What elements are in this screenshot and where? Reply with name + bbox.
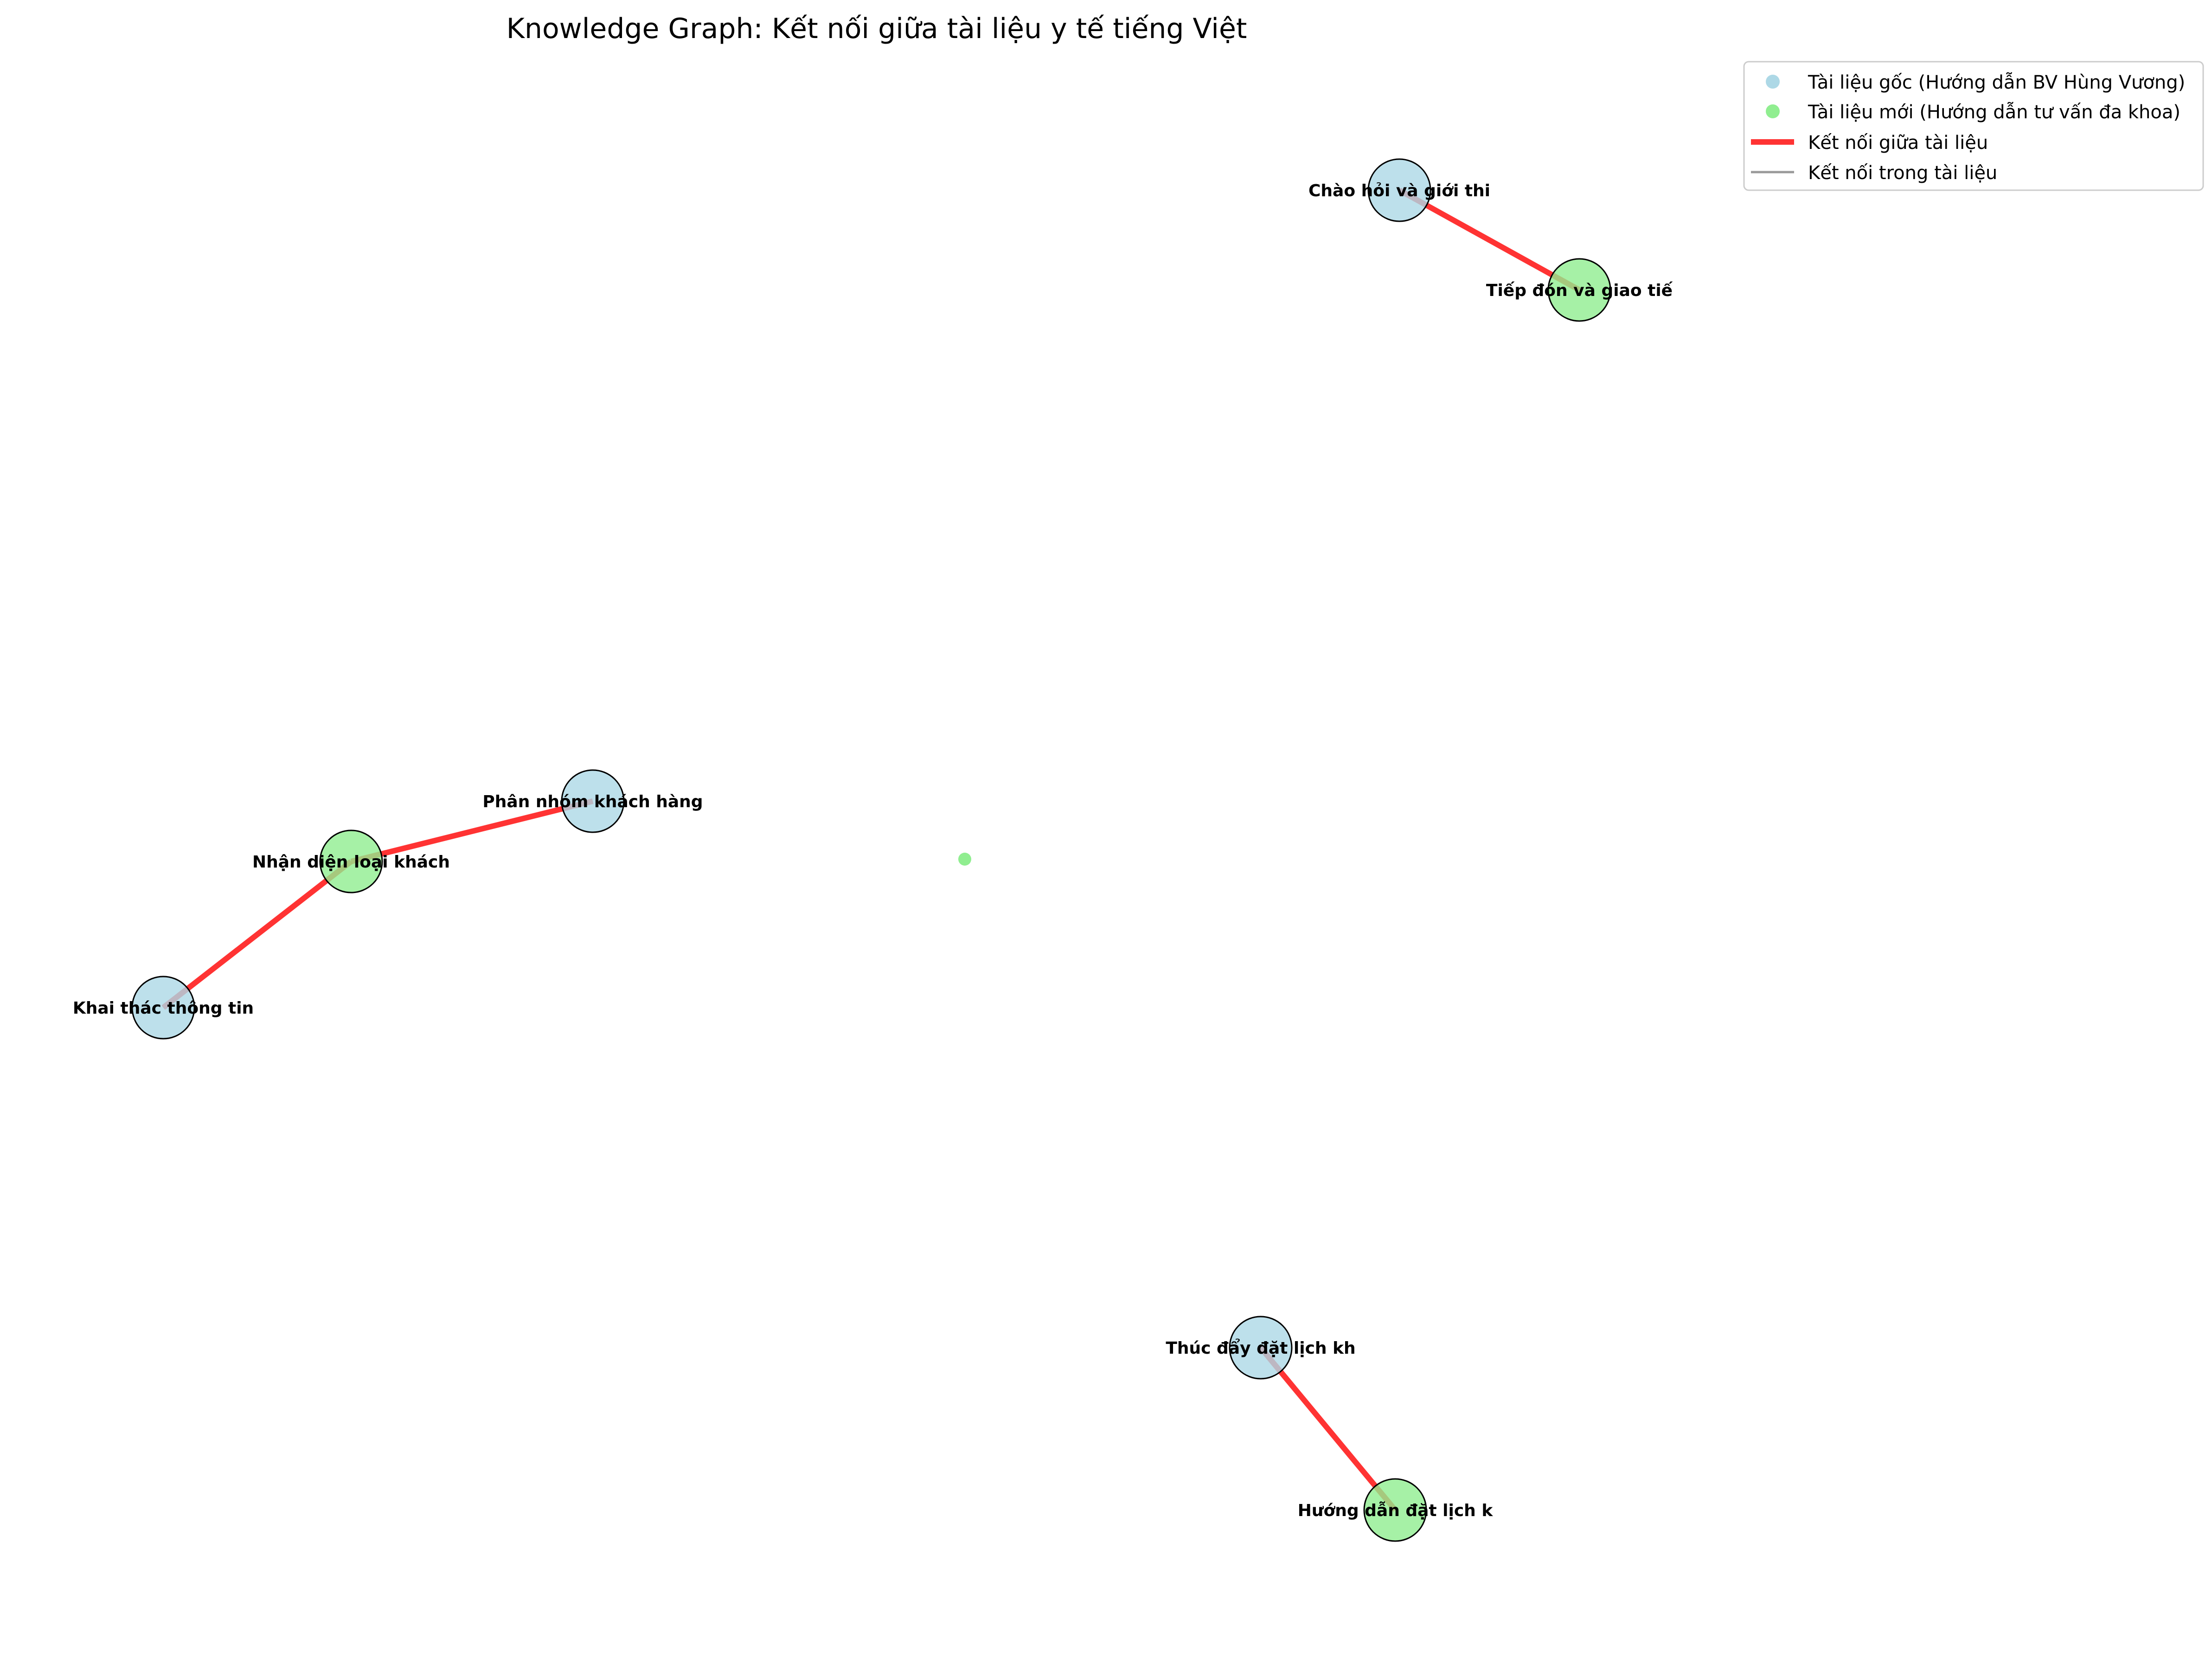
legend-swatch-original: [1766, 75, 1780, 89]
cross-doc-edge-3: [161, 859, 353, 1010]
legend-label-original: Tài liệu gốc (Hướng dẫn BV Hùng Vương): [1808, 72, 2185, 93]
nodes-layer: [131, 158, 1611, 1542]
node-phan-nhom: [561, 769, 625, 833]
legend-label-intra_edge: Kết nối trong tài liệu: [1808, 162, 1997, 184]
cross-doc-edge-4: [1258, 1346, 1398, 1512]
legend-items: Tài liệu gốc (Hướng dẫn BV Hùng Vương) Tà…: [1751, 72, 2185, 184]
node-label-nhan-dien: Nhận diện loại khách: [252, 853, 450, 872]
node-isolated: [958, 853, 971, 866]
node-nhan-dien: [319, 829, 383, 893]
legend-label-cross_edge: Kết nối giữa tài liệu: [1808, 132, 1988, 154]
node-label-khai-thac: Khai thác thông tin: [73, 999, 254, 1018]
legend-swatch-new: [1766, 104, 1780, 118]
figure-title: Knowledge Graph: Kết nối giữa tài liệu y…: [507, 13, 1247, 45]
node-label-chao-hoi: Chào hỏi và giới thi: [1308, 181, 1490, 200]
cross-doc-edge-2: [350, 798, 594, 864]
node-label-huong-dan: Hướng dẫn đặt lịch k: [1298, 1501, 1494, 1520]
node-label-tiep-don: Tiếp đón và giao tiế: [1486, 281, 1673, 300]
labels-layer: Chào hỏi và giới thi Tiếp đón và giao tiế…: [73, 181, 1673, 1520]
node-thuc-day: [1229, 1316, 1293, 1380]
node-tiep-don: [1547, 258, 1611, 322]
legend-frame: [1743, 61, 2204, 191]
node-chao-hoi: [1367, 158, 1431, 222]
edges-layer: [161, 187, 1581, 1512]
node-khai-thac: [131, 976, 195, 1040]
legend-label-new: Tài liệu mới (Hướng dẫn tư vấn đa khoa): [1808, 102, 2180, 123]
node-label-thuc-day: Thúc đẩy đặt lịch kh: [1166, 1338, 1355, 1358]
node-label-phan-nhom: Phân nhóm khách hàng: [482, 792, 703, 811]
legend: Tài liệu gốc (Hướng dẫn BV Hùng Vương) Tà…: [1743, 61, 2204, 191]
node-huong-dan: [1363, 1478, 1427, 1542]
cross-doc-edge-1: [1398, 187, 1581, 293]
